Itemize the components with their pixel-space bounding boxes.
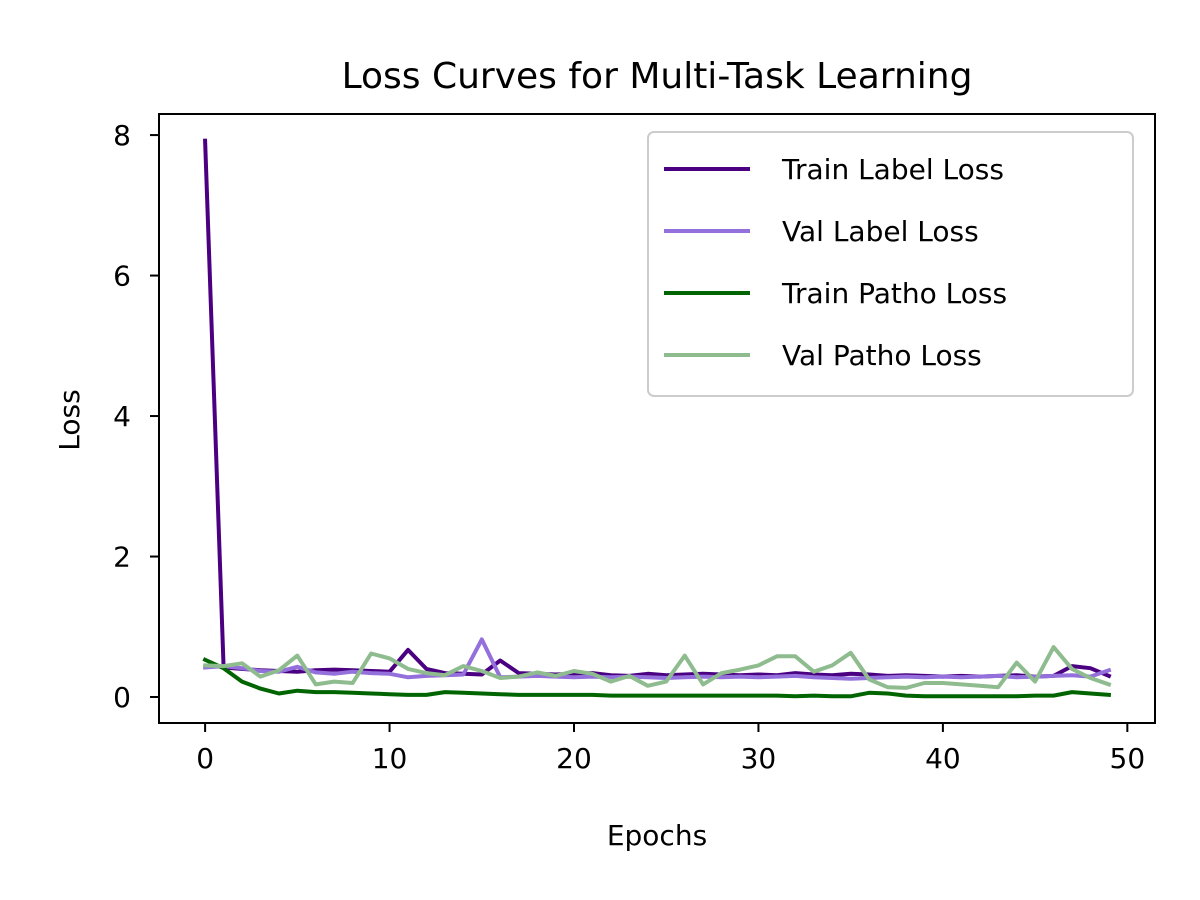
x-tick-label: 30: [741, 742, 777, 775]
series-layer: [202, 138, 1112, 699]
x-tick-label: 10: [372, 742, 408, 775]
y-tick-label: 8: [113, 119, 131, 152]
y-tick-label: 2: [113, 541, 131, 574]
series-line-3: [203, 645, 1112, 690]
x-axis-ticks: 0 10 20 30 40 50: [196, 723, 1145, 775]
legend-label-3: Val Patho Loss: [782, 339, 982, 372]
legend-label-1: Val Label Loss: [782, 215, 979, 248]
legend: Train Label Loss Val Label Loss Train Path…: [647, 131, 1134, 397]
plot-frame: [158, 113, 1156, 724]
chart-title: Loss Curves for Multi-Task Learning: [342, 56, 973, 97]
legend-label-0: Train Label Loss: [781, 153, 1004, 186]
y-axis-ticks: 0 2 4 6 8: [113, 119, 159, 714]
legend-label-2: Train Patho Loss: [781, 277, 1007, 310]
y-axis-label: Loss: [53, 389, 86, 450]
x-axis-label: Epochs: [607, 819, 707, 852]
series-line-2: [202, 657, 1112, 699]
y-tick-label: 6: [113, 260, 131, 293]
y-tick-label: 0: [113, 681, 131, 714]
x-tick-label: 0: [196, 742, 214, 775]
y-tick-label: 4: [113, 400, 131, 433]
legend-box: [647, 131, 1134, 397]
series-line-1: [202, 637, 1112, 681]
x-tick-label: 20: [556, 742, 592, 775]
x-tick-label: 40: [925, 742, 961, 775]
x-tick-label: 50: [1110, 742, 1146, 775]
